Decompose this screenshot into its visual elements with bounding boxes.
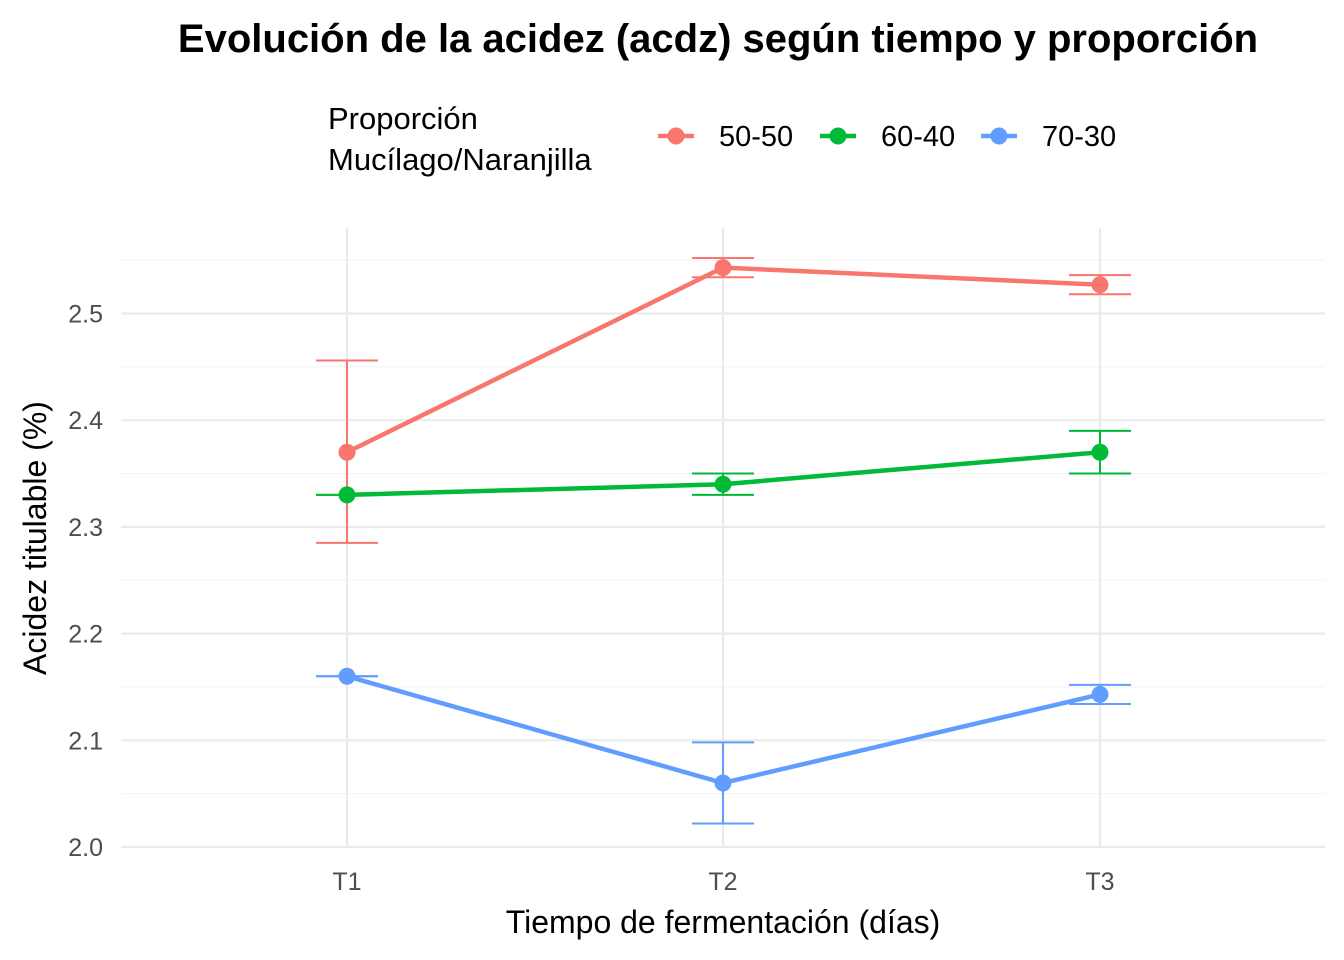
legend-key-point [829,127,847,145]
series-layer [316,257,1131,825]
y-tick-label: 2.4 [68,407,103,435]
legend: Proporción Mucílago/Naranjilla 50-50 60-4… [328,101,1116,177]
y-tick-label: 2.3 [68,514,103,542]
legend-title-line-1: Proporción [328,101,478,136]
series-70-30 [316,667,1131,825]
y-tick-label: 2.0 [68,834,103,862]
data-point [338,443,356,461]
legend-label: 50-50 [719,121,793,153]
legend-key-point [667,127,685,145]
data-point [714,774,732,792]
data-point [1091,685,1109,703]
y-axis-ticks: 2.0 2.1 2.2 2.3 2.4 2.5 [68,301,103,863]
series-60-40 [316,429,1131,504]
y-tick-label: 2.2 [68,621,103,649]
y-axis-title: Acidez titulable (%) [17,401,53,675]
x-tick-label: T1 [332,868,361,896]
legend-title-line-2: Mucílago/Naranjilla [328,142,592,177]
x-tick-label: T2 [708,868,737,896]
data-point [338,486,356,504]
legend-keys: 50-50 60-40 70-30 [658,121,1116,153]
legend-label: 70-30 [1042,121,1116,153]
data-point [714,475,732,493]
plot-grid [121,228,1325,849]
series-50-50 [316,257,1131,544]
legend-label: 60-40 [881,121,955,153]
x-tick-label: T3 [1085,868,1114,896]
legend-key-60-40: 60-40 [820,121,955,153]
data-point [1091,276,1109,294]
y-tick-label: 2.1 [68,727,103,755]
y-tick-label: 2.5 [68,301,103,329]
legend-key-70-30: 70-30 [981,121,1116,153]
x-axis-ticks: T1 T2 T3 [332,868,1114,896]
x-axis-title: Tiempo de fermentación (días) [506,904,941,940]
data-point [714,259,732,277]
chart-title: Evolución de la acidez (acdz) según tiem… [178,17,1258,61]
data-point [1091,443,1109,461]
data-point [338,667,356,685]
legend-key-50-50: 50-50 [658,121,793,153]
legend-key-point [990,127,1008,145]
